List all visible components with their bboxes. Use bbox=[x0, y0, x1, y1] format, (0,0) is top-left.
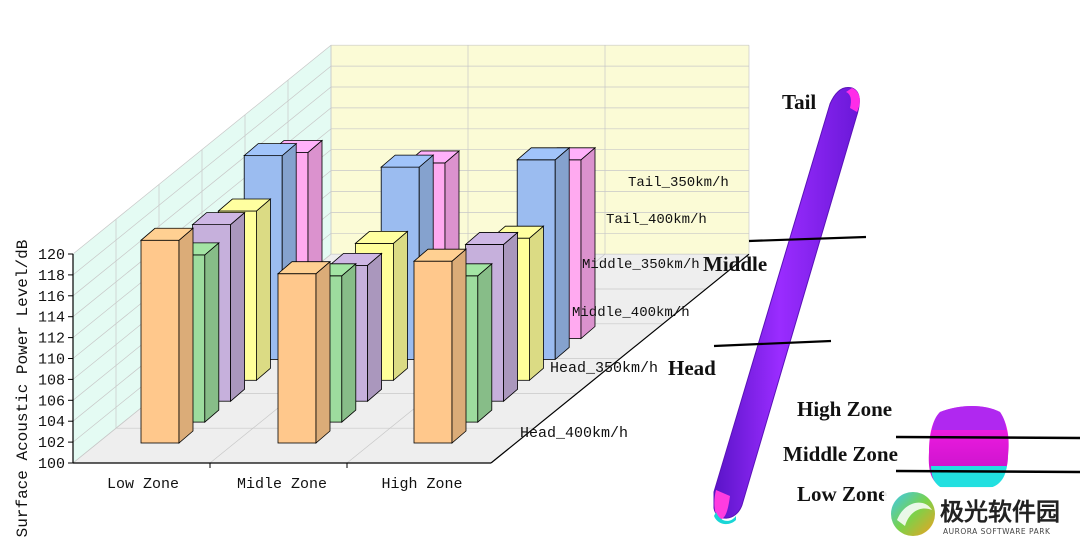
bar-side bbox=[341, 262, 357, 423]
bar-side bbox=[178, 227, 194, 444]
y-tick-label: 104 bbox=[38, 414, 65, 431]
y-tick-label: 118 bbox=[38, 268, 65, 285]
bar-top bbox=[516, 147, 571, 161]
bar-side bbox=[204, 242, 220, 423]
cross-section-top bbox=[932, 406, 1006, 430]
y-tick-label: 110 bbox=[38, 352, 65, 369]
y-tick-label: 108 bbox=[38, 372, 65, 389]
bar-front bbox=[140, 239, 180, 444]
x-tick-label: Midle Zone bbox=[237, 476, 327, 493]
bar-side bbox=[529, 225, 544, 382]
bar bbox=[139, 227, 195, 444]
bar bbox=[276, 260, 332, 444]
bar-side bbox=[255, 198, 271, 382]
annotation-head: Head bbox=[668, 356, 716, 380]
chart-labels: 100 102 104 106 108 110 112 114 116 118 120 Surface… bbox=[14, 175, 729, 537]
bar-top bbox=[380, 154, 435, 168]
train-illustration bbox=[713, 87, 867, 525]
bar-side bbox=[451, 248, 467, 444]
aurora-logo-swirl bbox=[897, 502, 932, 526]
annotation-tail: Tail bbox=[782, 90, 816, 114]
annotation-high-zone: High Zone bbox=[797, 397, 892, 421]
y-tick-label: 100 bbox=[38, 456, 65, 473]
aurora-logo-icon bbox=[891, 492, 935, 536]
zone-line-lower bbox=[895, 469, 1080, 474]
depth-tick-label: Middle_350km/h bbox=[582, 257, 700, 273]
y-tick-label: 112 bbox=[38, 331, 65, 348]
bar-top bbox=[276, 261, 332, 275]
train-head-base bbox=[714, 512, 736, 525]
y-tick-label: 106 bbox=[38, 393, 65, 410]
bar-top bbox=[243, 143, 298, 157]
zone-line-upper bbox=[895, 435, 1080, 440]
x-tick-label: High Zone bbox=[381, 476, 462, 493]
watermark-subtitle: AURORA SOFTWARE PARK bbox=[943, 527, 1051, 536]
bar-top bbox=[354, 231, 409, 244]
bar-front bbox=[413, 260, 453, 444]
depth-tick-label: Middle_400km/h bbox=[572, 305, 690, 321]
annotation-middle-zone: Middle Zone bbox=[783, 442, 898, 466]
bar-top bbox=[412, 248, 468, 262]
y-axis-title: Surface Acoustic Power Level/dB bbox=[14, 240, 32, 538]
cross-section-illustration bbox=[895, 406, 1080, 488]
bar-side bbox=[367, 252, 383, 403]
depth-axis-line bbox=[490, 253, 750, 464]
watermark-title: 极光软件园 bbox=[940, 498, 1060, 526]
depth-tick-label: Tail_400km/h bbox=[606, 212, 707, 228]
depth-tick-label: Head_350km/h bbox=[550, 360, 658, 377]
chart-axes bbox=[68, 253, 750, 468]
chart-bars bbox=[139, 139, 597, 444]
bar-side bbox=[503, 231, 518, 403]
bar-top bbox=[191, 212, 246, 225]
y-tick-label: 120 bbox=[38, 247, 65, 264]
bar-top bbox=[217, 198, 272, 212]
x-tick-label: Low Zone bbox=[107, 476, 179, 493]
head-divider-line bbox=[713, 339, 832, 348]
depth-tick-label: Tail_350km/h bbox=[628, 175, 729, 191]
bar bbox=[412, 248, 468, 444]
watermark-logo: 极光软件园 AURORA SOFTWARE PARK bbox=[884, 487, 1080, 541]
middle-divider-line bbox=[748, 235, 867, 243]
bar-top bbox=[464, 232, 519, 245]
train-tail-tip bbox=[846, 88, 860, 112]
bar-side bbox=[554, 146, 570, 361]
train-head-tip bbox=[714, 490, 730, 520]
y-tick-label: 114 bbox=[38, 310, 65, 327]
bar-top bbox=[139, 227, 195, 241]
depth-tick-label: Head_400km/h bbox=[520, 425, 628, 442]
bar-front bbox=[277, 273, 317, 444]
cross-section-lower bbox=[931, 466, 1007, 488]
bar-side bbox=[315, 260, 331, 444]
bar-side bbox=[392, 230, 408, 382]
bar-side bbox=[477, 262, 493, 423]
y-tick-label: 116 bbox=[38, 289, 65, 306]
y-tick-label: 102 bbox=[38, 435, 65, 452]
annotation-middle: Middle bbox=[703, 252, 767, 276]
bar-side bbox=[230, 211, 246, 403]
annotation-low-zone: Low Zone bbox=[797, 482, 887, 506]
